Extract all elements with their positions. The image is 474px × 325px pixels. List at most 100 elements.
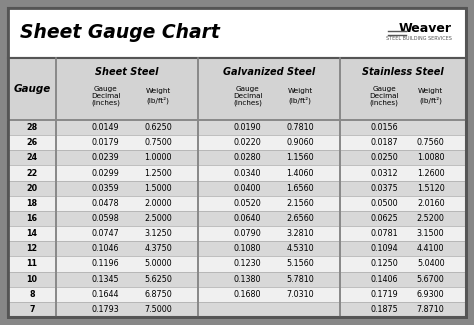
Text: 2.0000: 2.0000 [145, 199, 172, 208]
Text: 0.0640: 0.0640 [234, 214, 262, 223]
Bar [8, 8, 466, 58]
Text: 7.8710: 7.8710 [417, 305, 445, 314]
Text: 6.8750: 6.8750 [145, 290, 172, 299]
Text: 0.1680: 0.1680 [234, 290, 262, 299]
Text: 3.2810: 3.2810 [286, 229, 314, 238]
Text: 1.6560: 1.6560 [286, 184, 314, 193]
Text: 0.0747: 0.0747 [92, 229, 119, 238]
Text: 0.0299: 0.0299 [92, 169, 119, 177]
Text: Weight
(lb/ft²): Weight (lb/ft²) [288, 88, 313, 103]
Text: 4.5310: 4.5310 [286, 244, 314, 253]
Text: 0.0220: 0.0220 [234, 138, 262, 147]
Text: 0.0375: 0.0375 [370, 184, 398, 193]
Text: 5.6700: 5.6700 [417, 275, 445, 284]
Bar [8, 58, 466, 120]
Text: 6.9300: 6.9300 [417, 290, 445, 299]
Text: Weaver: Weaver [399, 22, 452, 35]
Text: Gauge
Decimal
(inches): Gauge Decimal (inches) [233, 85, 263, 107]
Text: 5.0400: 5.0400 [417, 259, 445, 268]
Text: 16: 16 [27, 214, 37, 223]
Text: Weight
(lb/ft²): Weight (lb/ft²) [418, 88, 443, 103]
Bar [8, 302, 466, 317]
Text: 0.0149: 0.0149 [92, 123, 119, 132]
Bar [8, 135, 466, 150]
Text: 0.1230: 0.1230 [234, 259, 262, 268]
Text: 2.1560: 2.1560 [286, 199, 314, 208]
Text: 0.7560: 0.7560 [417, 138, 445, 147]
Text: 0.0625: 0.0625 [370, 214, 398, 223]
Text: 8: 8 [29, 290, 35, 299]
Text: 4.4100: 4.4100 [417, 244, 445, 253]
Text: 2.0160: 2.0160 [417, 199, 445, 208]
Text: Sheet Gauge Chart: Sheet Gauge Chart [20, 23, 220, 43]
Text: 0.0359: 0.0359 [92, 184, 119, 193]
Text: 1.1560: 1.1560 [286, 153, 314, 162]
Text: Gauge
Decimal
(inches): Gauge Decimal (inches) [369, 85, 399, 107]
Bar [8, 165, 466, 181]
Text: 7.0310: 7.0310 [286, 290, 314, 299]
Bar [8, 256, 466, 272]
Text: 0.1719: 0.1719 [370, 290, 398, 299]
Text: 0.0340: 0.0340 [234, 169, 262, 177]
Text: Gauge
Decimal
(inches): Gauge Decimal (inches) [91, 85, 120, 107]
Text: 14: 14 [27, 229, 37, 238]
Text: 5.1560: 5.1560 [286, 259, 314, 268]
Text: 2.5200: 2.5200 [417, 214, 445, 223]
Bar [8, 211, 466, 226]
Text: 12: 12 [27, 244, 37, 253]
Text: 0.7810: 0.7810 [286, 123, 314, 132]
Text: 0.1345: 0.1345 [92, 275, 119, 284]
Text: 1.2600: 1.2600 [417, 169, 445, 177]
Text: 22: 22 [27, 169, 37, 177]
Text: 3.1250: 3.1250 [145, 229, 172, 238]
Text: Gauge: Gauge [13, 84, 51, 94]
Text: 0.1644: 0.1644 [92, 290, 119, 299]
Bar [8, 241, 466, 256]
Text: 3.1500: 3.1500 [417, 229, 445, 238]
Text: 2.6560: 2.6560 [286, 214, 314, 223]
Text: 0.0400: 0.0400 [234, 184, 262, 193]
Text: 0.0280: 0.0280 [234, 153, 262, 162]
Text: 0.1406: 0.1406 [370, 275, 398, 284]
Text: 0.0500: 0.0500 [370, 199, 398, 208]
Text: 0.0598: 0.0598 [92, 214, 119, 223]
Text: 7.5000: 7.5000 [145, 305, 172, 314]
Text: 2.5000: 2.5000 [145, 214, 172, 223]
Text: Stainless Steel: Stainless Steel [362, 67, 444, 77]
Text: 0.0179: 0.0179 [92, 138, 119, 147]
Text: 1.4060: 1.4060 [286, 169, 314, 177]
Text: 0.0239: 0.0239 [92, 153, 119, 162]
Text: 0.1046: 0.1046 [92, 244, 119, 253]
Text: 0.0250: 0.0250 [370, 153, 398, 162]
Text: 0.1793: 0.1793 [92, 305, 119, 314]
Text: 1.2500: 1.2500 [145, 169, 172, 177]
Bar [8, 58, 466, 317]
Text: 10: 10 [27, 275, 37, 284]
Text: 0.0478: 0.0478 [92, 199, 119, 208]
Text: 0.0190: 0.0190 [234, 123, 262, 132]
Bar [8, 181, 466, 196]
Bar [8, 120, 466, 135]
Text: 0.0187: 0.0187 [370, 138, 398, 147]
Bar [8, 272, 466, 287]
Text: 0.9060: 0.9060 [286, 138, 314, 147]
Text: 20: 20 [27, 184, 37, 193]
Text: 0.1196: 0.1196 [92, 259, 119, 268]
Bar [8, 226, 466, 241]
Text: 1.5000: 1.5000 [145, 184, 172, 193]
Text: 0.1080: 0.1080 [234, 244, 262, 253]
Text: Weight
(lb/ft²): Weight (lb/ft²) [146, 88, 171, 103]
Text: 0.0312: 0.0312 [370, 169, 398, 177]
Text: Galvanized Steel: Galvanized Steel [223, 67, 315, 77]
Text: 5.0000: 5.0000 [145, 259, 172, 268]
Text: 0.1875: 0.1875 [370, 305, 398, 314]
Bar [8, 150, 466, 165]
Text: 0.7500: 0.7500 [145, 138, 172, 147]
Text: 0.0520: 0.0520 [234, 199, 262, 208]
Text: 5.6250: 5.6250 [144, 275, 172, 284]
Text: Sheet Steel: Sheet Steel [95, 67, 159, 77]
Text: 0.0156: 0.0156 [370, 123, 398, 132]
Text: 4.3750: 4.3750 [145, 244, 172, 253]
Bar [8, 287, 466, 302]
Text: 0.1094: 0.1094 [370, 244, 398, 253]
